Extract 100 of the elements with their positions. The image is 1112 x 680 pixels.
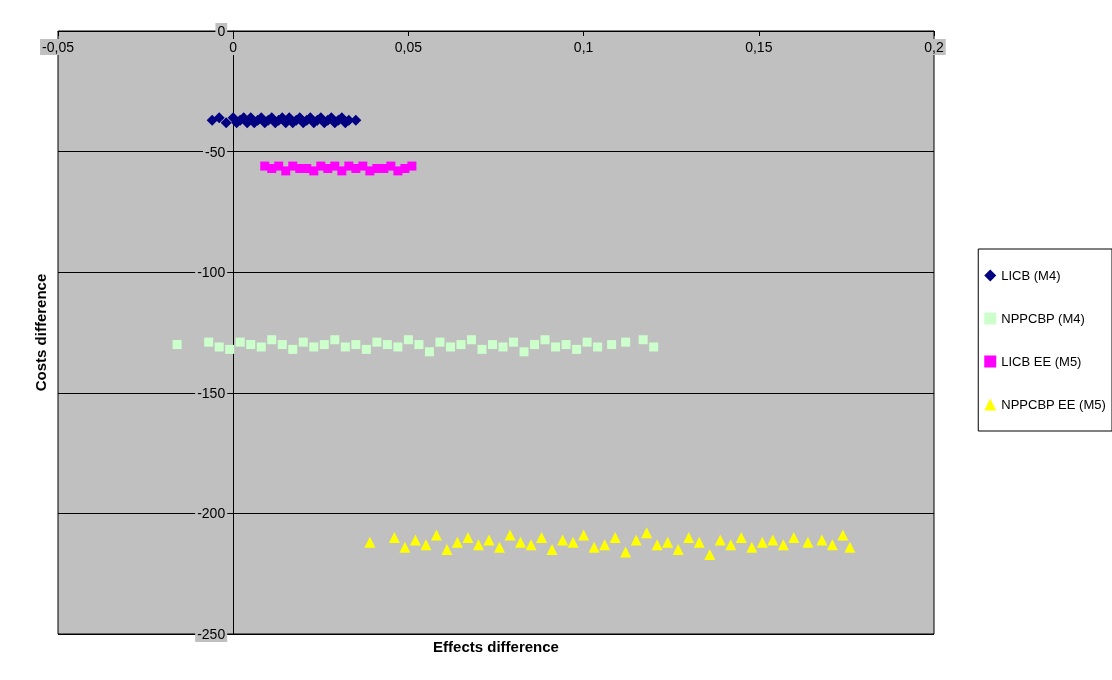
x-tick-label: 0,05 bbox=[394, 39, 423, 55]
point bbox=[361, 344, 371, 354]
point bbox=[530, 340, 540, 350]
point bbox=[519, 347, 529, 357]
point bbox=[435, 337, 445, 347]
point bbox=[267, 335, 277, 345]
point bbox=[788, 532, 800, 544]
point bbox=[393, 342, 403, 352]
point bbox=[540, 335, 550, 345]
point bbox=[351, 340, 361, 350]
point bbox=[816, 534, 828, 546]
point bbox=[551, 342, 561, 352]
point bbox=[420, 539, 432, 551]
point bbox=[298, 337, 308, 347]
point bbox=[494, 541, 505, 553]
y-axis-title: Costs difference bbox=[32, 273, 50, 392]
point bbox=[409, 534, 421, 546]
point bbox=[683, 532, 695, 544]
point bbox=[582, 337, 592, 347]
point bbox=[319, 340, 329, 350]
legend-label: NPPCBP (M4) bbox=[1001, 311, 1085, 326]
point bbox=[557, 534, 569, 546]
x-tick-label: 0,15 bbox=[745, 39, 773, 55]
point bbox=[309, 342, 319, 352]
point bbox=[456, 340, 466, 350]
point bbox=[372, 337, 382, 347]
point bbox=[672, 544, 684, 556]
point bbox=[445, 342, 455, 352]
point bbox=[572, 344, 582, 354]
point bbox=[213, 112, 225, 124]
x-tick-label: 0,1 bbox=[573, 39, 594, 55]
x-tick-label: -0,05 bbox=[42, 39, 75, 55]
point bbox=[662, 536, 674, 548]
point bbox=[235, 337, 245, 347]
point bbox=[172, 340, 182, 350]
point bbox=[561, 340, 571, 350]
point bbox=[441, 544, 453, 556]
point bbox=[621, 337, 631, 347]
x-axis-title: Effects difference bbox=[433, 638, 559, 655]
point bbox=[609, 532, 621, 544]
legend-label: LICB (M4) bbox=[1001, 268, 1061, 283]
point bbox=[756, 536, 768, 548]
point bbox=[407, 161, 417, 171]
point bbox=[504, 529, 516, 541]
point bbox=[483, 534, 495, 546]
point bbox=[364, 536, 376, 548]
point bbox=[546, 544, 558, 556]
point bbox=[638, 335, 648, 345]
point bbox=[746, 541, 758, 553]
point bbox=[288, 344, 298, 354]
point bbox=[204, 337, 214, 347]
point bbox=[340, 342, 350, 352]
point bbox=[802, 536, 814, 548]
point bbox=[599, 539, 611, 551]
y-tick-label: -100 bbox=[197, 264, 226, 281]
point bbox=[498, 342, 508, 352]
point bbox=[225, 344, 235, 354]
point bbox=[430, 529, 442, 541]
y-tick-label: -250 bbox=[197, 626, 226, 642]
point bbox=[735, 532, 747, 544]
point bbox=[777, 539, 789, 551]
point bbox=[220, 117, 232, 129]
point bbox=[256, 342, 266, 352]
point bbox=[277, 340, 287, 350]
point bbox=[403, 335, 413, 345]
point bbox=[593, 342, 603, 352]
y-tick-label: -150 bbox=[197, 384, 226, 401]
point bbox=[641, 527, 653, 539]
point bbox=[462, 532, 474, 544]
point bbox=[651, 539, 663, 551]
point bbox=[477, 344, 487, 354]
point bbox=[567, 536, 579, 548]
legend-label: LICB EE (M5) bbox=[1001, 354, 1082, 369]
point bbox=[388, 532, 400, 544]
point bbox=[767, 534, 779, 546]
x-tick-label: 0,2 bbox=[924, 39, 944, 55]
point bbox=[578, 529, 590, 541]
point bbox=[649, 342, 659, 352]
point bbox=[515, 536, 527, 548]
y-tick-label: -200 bbox=[197, 505, 226, 522]
point bbox=[693, 536, 705, 548]
y-tick-label: 0 bbox=[217, 23, 226, 39]
point bbox=[382, 340, 392, 350]
point bbox=[488, 340, 497, 350]
legend-label: NPPCBP EE (M5) bbox=[1001, 397, 1106, 412]
point bbox=[725, 539, 737, 551]
point bbox=[509, 337, 519, 347]
point bbox=[588, 541, 600, 553]
point bbox=[451, 536, 463, 548]
point bbox=[844, 541, 856, 553]
point bbox=[424, 347, 434, 357]
point bbox=[536, 532, 548, 544]
point bbox=[525, 539, 537, 551]
x-tick-label: 0 bbox=[229, 39, 238, 55]
y-tick-label: -50 bbox=[204, 143, 226, 160]
point bbox=[214, 342, 224, 352]
point bbox=[630, 534, 642, 546]
point bbox=[330, 335, 340, 345]
point bbox=[620, 546, 632, 558]
point bbox=[826, 539, 838, 551]
